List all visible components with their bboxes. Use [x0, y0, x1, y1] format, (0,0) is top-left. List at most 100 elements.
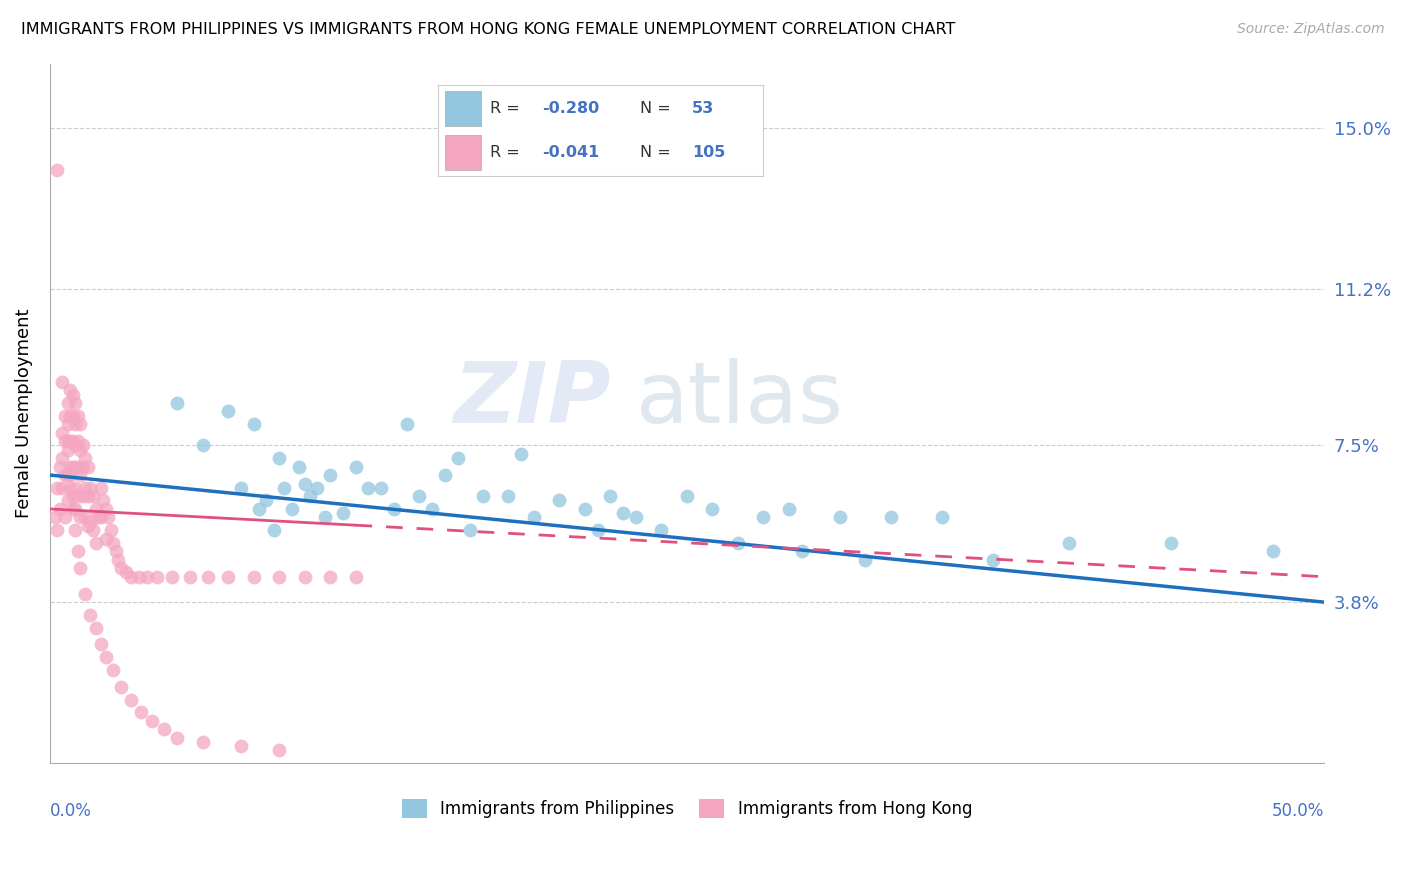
Point [141, 714, 163, 728]
Point [62, 409, 84, 423]
Point [90, 481, 112, 495]
Point [191, 735, 214, 749]
Point [752, 510, 775, 524]
Point [69, 417, 91, 432]
Point [72, 438, 94, 452]
Point [242, 570, 264, 584]
Point [59, 409, 82, 423]
Point [242, 417, 264, 432]
Point [778, 502, 800, 516]
Point [63, 438, 86, 452]
Point [72, 459, 94, 474]
Point [63, 396, 86, 410]
Point [281, 502, 304, 516]
Point [931, 510, 953, 524]
Point [104, 544, 127, 558]
Point [75, 451, 97, 466]
Point [433, 468, 456, 483]
Point [110, 561, 132, 575]
Point [107, 553, 129, 567]
Point [650, 523, 672, 537]
Point [56, 493, 79, 508]
Point [153, 723, 176, 737]
Point [59, 434, 82, 449]
Point [90, 510, 112, 524]
Text: atlas: atlas [636, 358, 844, 442]
Point [53, 409, 76, 423]
Point [56, 434, 79, 449]
Point [115, 566, 138, 580]
Point [880, 510, 903, 524]
Point [82, 523, 104, 537]
Point [191, 438, 214, 452]
Point [586, 523, 609, 537]
Point [63, 502, 86, 516]
Point [100, 523, 122, 537]
Point [46, 523, 69, 537]
Point [676, 489, 699, 503]
Point [294, 476, 316, 491]
Point [599, 489, 621, 503]
Point [273, 481, 295, 495]
Point [75, 510, 97, 524]
Point [574, 502, 596, 516]
Point [267, 743, 290, 757]
Point [131, 706, 153, 720]
Point [63, 481, 86, 495]
Point [120, 570, 142, 584]
Point [53, 434, 76, 449]
Point [66, 489, 89, 503]
Point [624, 510, 647, 524]
Point [97, 510, 120, 524]
Text: ZIP: ZIP [453, 358, 610, 442]
Point [82, 489, 104, 503]
Point [84, 502, 107, 516]
Point [217, 570, 239, 584]
Point [84, 536, 107, 550]
Point [51, 425, 73, 440]
Point [49, 459, 72, 474]
Point [332, 506, 354, 520]
Point [727, 536, 749, 550]
Point [395, 417, 418, 432]
Point [90, 638, 112, 652]
Point [53, 510, 76, 524]
Text: Source: ZipAtlas.com: Source: ZipAtlas.com [1237, 22, 1385, 37]
Point [59, 459, 82, 474]
Point [319, 570, 342, 584]
Point [66, 544, 89, 558]
Point [103, 663, 125, 677]
Legend: Immigrants from Philippines, Immigrants from Hong Kong: Immigrants from Philippines, Immigrants … [395, 792, 979, 825]
Point [128, 570, 150, 584]
Point [458, 523, 481, 537]
Point [51, 451, 73, 466]
Point [370, 481, 392, 495]
Point [166, 731, 188, 745]
Point [69, 468, 91, 483]
Point [84, 621, 107, 635]
Point [66, 434, 89, 449]
Point [44, 510, 66, 524]
Point [62, 387, 84, 401]
Point [319, 468, 342, 483]
Point [56, 442, 79, 457]
Point [75, 587, 97, 601]
Point [53, 468, 76, 483]
Point [51, 375, 73, 389]
Point [63, 417, 86, 432]
Point [72, 489, 94, 503]
Point [145, 570, 167, 584]
Point [307, 481, 329, 495]
Point [344, 570, 367, 584]
Point [62, 459, 84, 474]
Point [69, 561, 91, 575]
Point [66, 459, 89, 474]
Text: IMMIGRANTS FROM PHILIPPINES VS IMMIGRANTS FROM HONG KONG FEMALE UNEMPLOYMENT COR: IMMIGRANTS FROM PHILIPPINES VS IMMIGRANT… [21, 22, 956, 37]
Point [217, 404, 239, 418]
Point [446, 451, 468, 466]
Point [62, 502, 84, 516]
Point [498, 489, 520, 503]
Point [294, 570, 316, 584]
Text: 0.0%: 0.0% [49, 802, 91, 820]
Point [77, 489, 100, 503]
